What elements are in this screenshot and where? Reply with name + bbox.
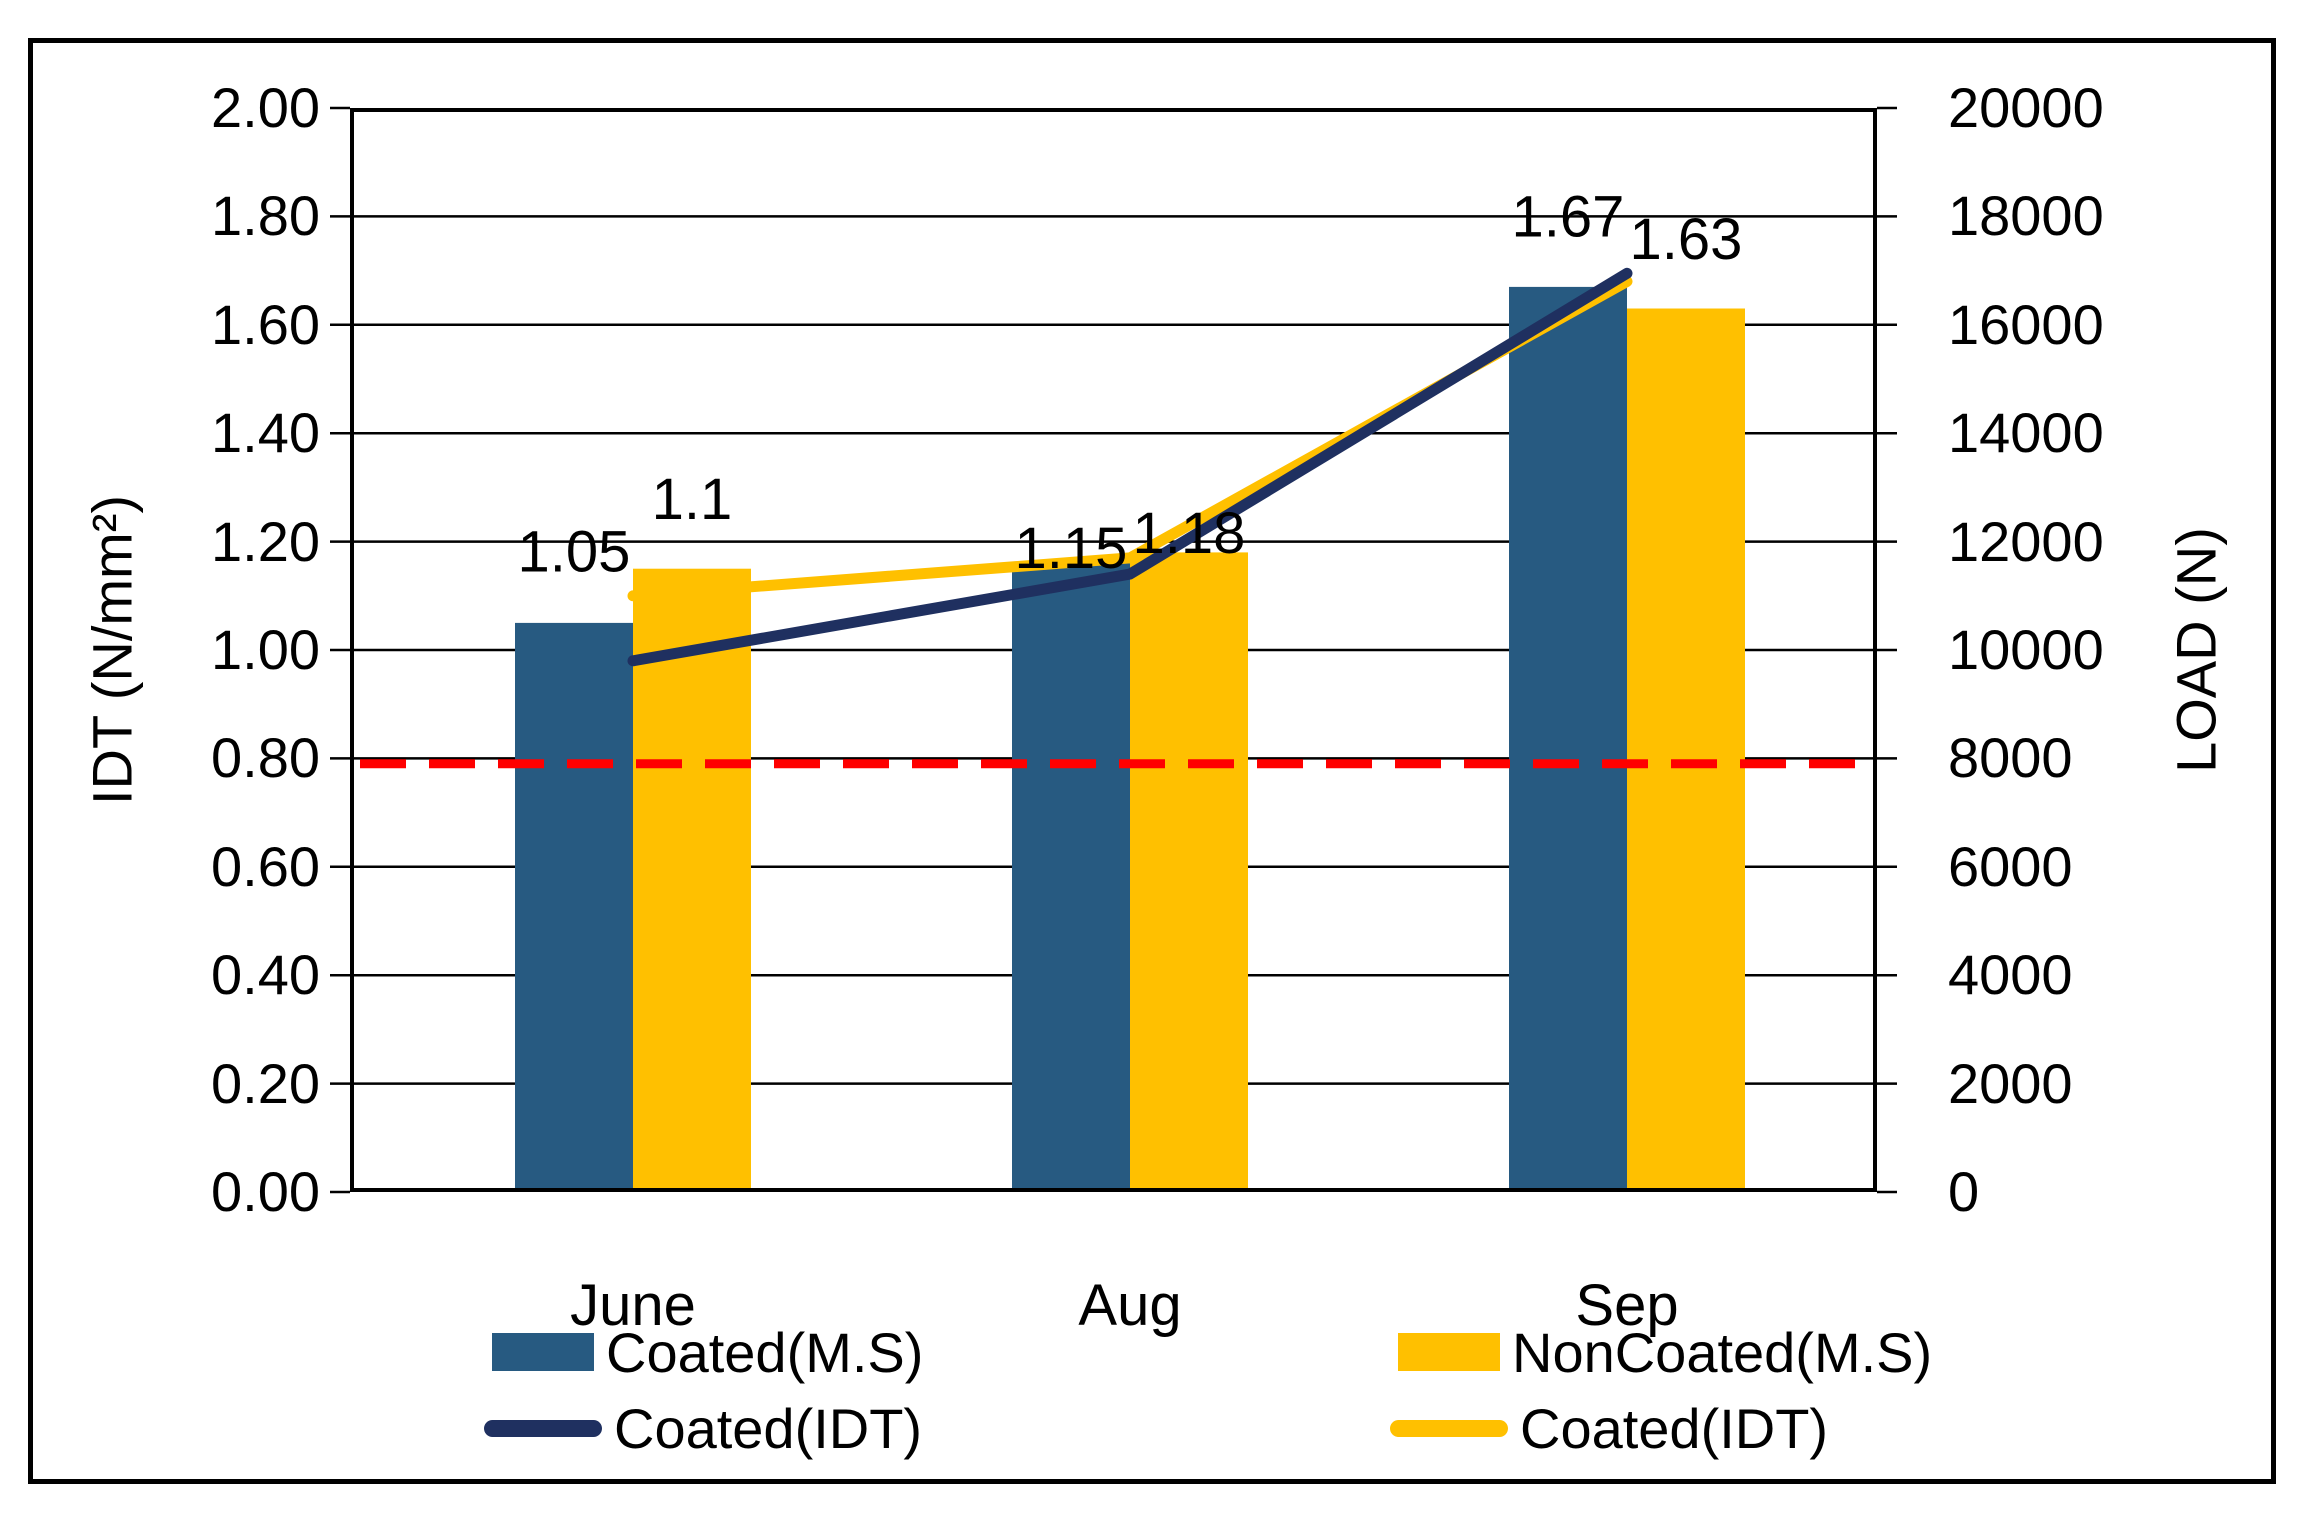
right-axis-tick: 8000 <box>1948 726 2073 790</box>
data-label: 1.18 <box>1133 501 1246 566</box>
bar-noncoated-m-s- <box>1627 308 1745 1192</box>
left-axis-tick: 1.60 <box>211 292 320 356</box>
bar-coated-m-s- <box>515 622 633 1192</box>
bar-noncoated-m-s- <box>1130 552 1248 1192</box>
coated-idt-navy-swatch <box>484 1419 602 1437</box>
legend-item-coated-idt-navy: Coated(IDT) <box>484 1396 922 1460</box>
bar-coated-m-s- <box>1012 563 1130 1192</box>
data-label: 1.15 <box>1015 516 1128 581</box>
right-axis-tick: 12000 <box>1948 509 2104 573</box>
legend-label: Coated(M.S) <box>606 1320 924 1384</box>
left-axis-tick: 0.60 <box>211 834 320 898</box>
left-axis-tick: 1.00 <box>211 618 320 681</box>
legend-label: Coated(IDT) <box>614 1396 923 1460</box>
left-axis-tick: 0.40 <box>211 943 320 1007</box>
left-axis-tick: 0.20 <box>211 1051 320 1115</box>
right-axis-tick: 6000 <box>1948 834 2073 898</box>
legend-label: NonCoated(M.S) <box>1512 1320 1933 1384</box>
left-axis-tick: 1.20 <box>211 509 320 573</box>
right-axis-tick: 10000 <box>1948 618 2104 681</box>
left-axis-tick: 2.00 <box>211 76 320 139</box>
category-label-sep: Sep <box>1575 1273 1679 1338</box>
left-axis-tick: 1.80 <box>211 184 320 248</box>
coated-ms-swatch <box>492 1333 594 1371</box>
left-axis-tick: 0.80 <box>211 726 320 790</box>
noncoated-ms-swatch <box>1398 1333 1500 1371</box>
legend-item-noncoated-ms: NonCoated(M.S) <box>1398 1320 1932 1384</box>
coated-idt-yellow-swatch <box>1390 1419 1508 1437</box>
data-label: 1.67 <box>1512 184 1625 249</box>
plot-border <box>350 108 1877 1192</box>
data-label: 1.05 <box>518 519 631 584</box>
left-axis-tick: 1.40 <box>211 401 320 465</box>
right-axis-tick: 0 <box>1948 1160 1980 1223</box>
line-coated-idt-navy <box>627 267 1633 667</box>
bar-coated-m-s- <box>1509 286 1627 1192</box>
legend-label: Coated(IDT) <box>1520 1396 1829 1460</box>
right-axis-tick: 16000 <box>1948 292 2104 356</box>
category-label-june: June <box>570 1273 696 1338</box>
plot-canvas: 1.05 1.15 1.67 1.1 1.18 1.63 <box>330 106 1897 1194</box>
legend-item-coated-idt-yellow: Coated(IDT) <box>1390 1396 1828 1460</box>
right-axis-tick: 20000 <box>1948 76 2104 139</box>
plot-area: 1.05 1.15 1.67 1.1 1.18 1.63 <box>330 106 1897 1194</box>
bar-noncoated-m-s- <box>633 568 751 1192</box>
legend-item-coated-ms: Coated(M.S) <box>492 1320 923 1384</box>
data-label: 1.1 <box>652 467 733 532</box>
right-axis-tick: 18000 <box>1948 184 2104 248</box>
right-axis-tick: 4000 <box>1948 943 2073 1007</box>
right-axis-tick: 2000 <box>1948 1051 2073 1115</box>
data-label: 1.63 <box>1630 207 1743 272</box>
line-coated-idt-yellow <box>627 275 1633 602</box>
left-axis-tick: 0.00 <box>211 1160 320 1223</box>
right-axis-tick: 14000 <box>1948 401 2104 465</box>
category-label-aug: Aug <box>1078 1273 1182 1338</box>
